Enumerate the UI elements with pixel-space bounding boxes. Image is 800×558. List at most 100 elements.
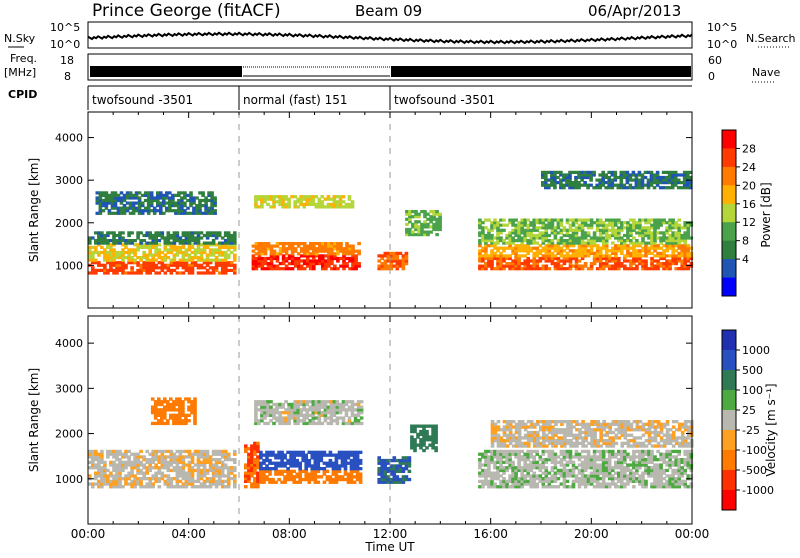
y-tick-label: 4000 [55,132,83,145]
heatmap-cell [656,171,660,174]
nsky-panel: N.Sky 10^5 10^0 10^5 10^0 N.Search [4,21,796,51]
heatmap-cell [410,425,414,428]
heatmap-cell [289,451,293,454]
heatmap-cell [608,450,612,453]
heatmap-cell [215,458,219,461]
heatmap-cell [94,269,98,272]
heatmap-cell [336,257,340,260]
heatmap-cell [94,231,98,234]
heatmap-cell [121,231,125,234]
heatmap-cell [360,400,364,403]
heatmap-cell [200,482,204,485]
heatmap-cell [336,200,340,203]
heatmap-cell [653,173,657,176]
heatmap-cell [320,475,324,478]
heatmap-cell [502,229,506,232]
colorbar-swatch [722,241,736,260]
heatmap-cell [185,248,189,251]
heatmap-cell [592,171,596,174]
heatmap-cell [187,419,191,422]
heatmap-cell [683,450,687,453]
heatmap-cell [139,469,143,472]
heatmap-cell [153,207,157,210]
heatmap-cell [426,231,430,234]
heatmap-cell [276,242,280,245]
heatmap-cell [170,450,174,453]
heatmap-cell [650,450,654,453]
heatmap-cell [532,450,536,453]
heatmap-cell [653,265,657,268]
heatmap-cell [532,472,536,475]
freq-panel: Freq. [MHz] 18 8 60 0 Nave [4,52,780,83]
heatmap-cell [139,455,143,458]
heatmap-cell [668,234,672,237]
heatmap-cell [291,242,295,245]
heatmap-cell [185,450,189,453]
heatmap-cell [623,265,627,268]
heatmap-cell [547,171,551,174]
heatmap-cell [170,242,174,245]
heatmap-cell [320,451,324,454]
heatmap-cell [360,416,364,419]
heatmap-cell [261,242,265,245]
heatmap-cell [623,482,627,485]
heatmap-cell [611,242,615,245]
heatmap-cell [548,219,552,222]
heatmap-cell [256,442,260,445]
heatmap-cell [233,264,237,267]
heatmap-cell [668,171,672,174]
heatmap-cell [518,420,522,423]
heatmap-cell [305,422,309,425]
heatmap-cell [357,262,361,265]
heatmap-cell [138,196,142,199]
heatmap-cell [124,450,128,453]
heatmap-cell [275,403,279,406]
power-ylabel: Slant Range [km] [27,158,41,262]
heatmap-cell [94,472,98,475]
heatmap-cell [502,466,506,469]
heatmap-cell [502,254,506,257]
nave-tick-bottom: 0 [708,70,715,83]
heatmap-cell [108,194,112,197]
heatmap-cell [396,464,400,467]
heatmap-cell [517,450,521,453]
heatmap-cell [532,219,536,222]
heatmap-cell [502,450,506,453]
heatmap-cell [154,231,158,234]
heatmap-cell [668,474,672,477]
heatmap-cell [357,242,361,245]
heatmap-cell [96,212,100,215]
colorbar-tick-label: 4 [742,253,749,266]
heatmap-cell [351,200,355,203]
heatmap-cell [683,480,687,483]
heatmap-cell [336,242,340,245]
heatmap-cell [336,416,340,419]
heatmap-cell [578,219,582,222]
heatmap-cell [183,202,187,205]
heatmap-cell [215,248,219,251]
heatmap-cell [139,256,143,259]
heatmap-cell [668,254,672,257]
heatmap-cell [94,482,98,485]
heatmap-cell [183,191,187,194]
heatmap-cell [668,219,672,222]
colorbar-swatch [722,148,736,167]
heatmap-cell [497,420,501,423]
heatmap-cell [408,478,412,481]
heatmap-cell [548,234,552,237]
heatmap-cell [434,425,438,428]
heatmap-cell [350,451,354,454]
heatmap-cell [584,262,588,265]
heatmap-cell [408,470,412,473]
heatmap-cell [563,249,567,252]
heatmap-cell [259,462,263,465]
heatmap-cell [124,474,128,477]
heatmap-cell [244,472,248,475]
heatmap-cell [276,265,280,268]
heatmap-cell [677,450,681,453]
heatmap-cell [317,481,321,484]
heatmap-cell [578,224,582,227]
heatmap-cell [359,451,363,454]
